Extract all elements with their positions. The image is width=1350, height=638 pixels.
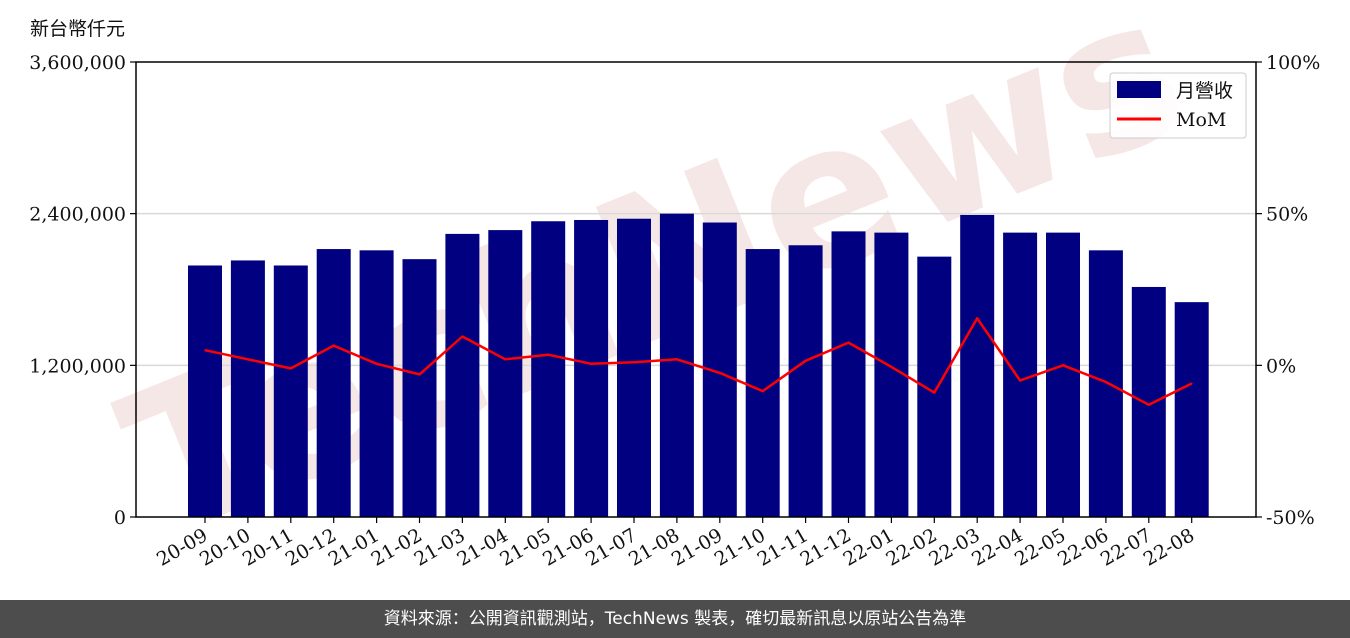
mom-point-21-12 <box>847 341 850 344</box>
mom-point-21-02 <box>418 373 421 376</box>
mom-point-20-12 <box>332 344 335 347</box>
right-tick-label: 100% <box>1266 52 1320 74</box>
mom-point-21-08 <box>676 358 678 361</box>
mom-point-21-03 <box>461 335 464 338</box>
left-tick-label: 3,600,000 <box>29 52 126 74</box>
left-tick-label: 0 <box>114 507 126 529</box>
mom-point-21-06 <box>590 363 592 365</box>
bar-21-12 <box>831 231 866 517</box>
left-tick-label: 1,200,000 <box>29 355 126 377</box>
bar-21-02 <box>402 259 437 517</box>
x-tick-label: 22-08 <box>1140 524 1198 570</box>
source-footer: 資料來源：公開資訊觀測站，TechNews 製表，確切最新訊息以原站公告為準 <box>0 600 1350 638</box>
mom-line <box>204 317 1193 407</box>
mom-point-21-07 <box>633 361 635 364</box>
bar-21-07 <box>617 218 651 517</box>
revenue-chart: TechNews 01,200,0002,400,0003,600,000-50… <box>29 0 1320 583</box>
bar-22-07 <box>1131 286 1166 517</box>
mom-point-22-04 <box>1019 379 1021 382</box>
mom-point-21-01 <box>375 363 378 365</box>
mom-point-21-11 <box>804 359 807 362</box>
mom-point-22-08 <box>1190 382 1193 385</box>
bar-20-09 <box>188 265 222 517</box>
right-tick-label: 0% <box>1266 355 1296 377</box>
bar-22-05 <box>1046 232 1080 517</box>
legend: 月營收 MoM <box>1109 72 1247 139</box>
bar-20-12 <box>316 249 351 518</box>
left-tick-label: 2,400,000 <box>29 204 126 226</box>
bar-22-06 <box>1088 250 1123 517</box>
right-tick-label: 50% <box>1266 204 1308 226</box>
bar-21-05 <box>531 221 566 517</box>
mom-point-20-11 <box>290 367 292 370</box>
bar-21-06 <box>574 219 609 517</box>
mom-point-22-03 <box>976 317 978 320</box>
mom-point-20-09 <box>204 349 206 351</box>
bar-21-04 <box>488 230 523 517</box>
bar-21-03 <box>445 233 480 517</box>
bar-21-11 <box>788 245 823 517</box>
mom-point-21-05 <box>547 353 549 356</box>
mom-point-20-10 <box>247 358 249 361</box>
bar-22-03 <box>960 214 995 518</box>
mom-point-21-09 <box>719 372 721 374</box>
mom-line-group <box>204 317 1193 407</box>
mom-point-22-07 <box>1148 403 1150 406</box>
bar-21-08 <box>659 213 694 517</box>
legend-bar-label: 月營收 <box>1176 80 1233 102</box>
bar-22-04 <box>1003 232 1038 517</box>
bar-21-01 <box>359 250 394 517</box>
mom-point-21-04 <box>504 358 507 361</box>
y-axis-unit-label: 新台幣仟元 <box>30 18 126 40</box>
mom-point-21-10 <box>761 390 764 392</box>
mom-point-22-01 <box>890 366 893 368</box>
mom-point-22-06 <box>1105 381 1107 383</box>
mom-point-22-05 <box>1062 364 1064 367</box>
bars-group <box>188 213 1209 518</box>
mom-point-22-02 <box>933 391 936 394</box>
bar-22-08 <box>1174 302 1209 517</box>
legend-line-label: MoM <box>1176 109 1226 131</box>
bar-20-11 <box>273 265 308 517</box>
right-tick-label: -50% <box>1266 507 1315 529</box>
bar-20-10 <box>230 260 265 517</box>
legend-bar-swatch <box>1117 81 1161 98</box>
plot-frame <box>135 61 1257 518</box>
